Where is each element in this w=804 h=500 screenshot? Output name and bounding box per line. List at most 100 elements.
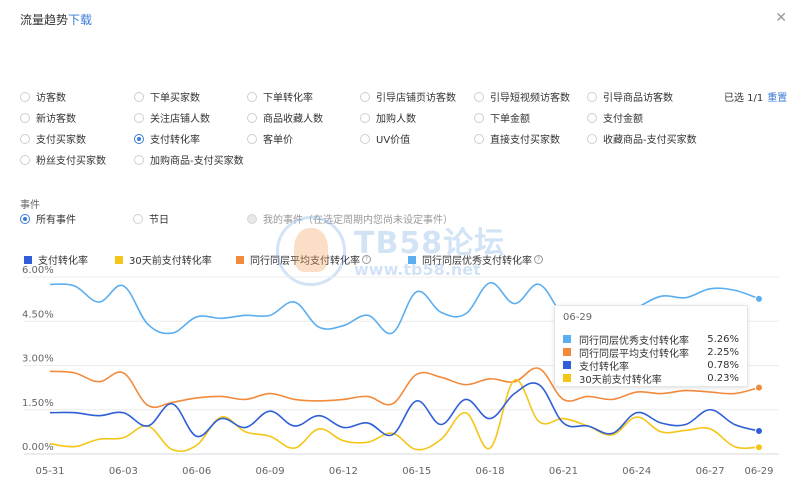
- radio-icon[interactable]: [134, 133, 144, 144]
- metric-label: 下单转化率: [263, 93, 313, 104]
- radio-icon[interactable]: [247, 91, 257, 102]
- metric-label: 访客数: [36, 93, 66, 104]
- radio-icon[interactable]: [20, 112, 30, 123]
- metric-label: 引导短视频访客数: [490, 93, 570, 104]
- radio-icon: [247, 213, 257, 224]
- metric-label: 新访客数: [36, 114, 76, 125]
- radio-icon[interactable]: [20, 213, 30, 224]
- radio-icon[interactable]: [20, 133, 30, 144]
- metric-option[interactable]: 加购商品-支付买家数: [134, 152, 244, 167]
- metric-option[interactable]: 下单转化率: [247, 89, 313, 104]
- radio-icon[interactable]: [134, 112, 144, 123]
- radio-icon[interactable]: [20, 154, 30, 165]
- metric-label: 加购商品-支付买家数: [150, 156, 244, 167]
- radio-icon[interactable]: [474, 133, 484, 144]
- panel-title: 流量趋势下载: [20, 11, 92, 28]
- metric-option[interactable]: UV价值: [360, 131, 410, 146]
- reset-button[interactable]: 重置: [767, 93, 788, 104]
- selection-info: 已选 1/1 重置: [724, 89, 787, 104]
- tooltip-swatch: [563, 361, 571, 369]
- legend-swatch: [236, 255, 244, 264]
- legend-label: 同行同层优秀支付转化率: [422, 256, 532, 267]
- radio-icon[interactable]: [587, 91, 597, 102]
- metric-option[interactable]: 支付转化率: [134, 131, 200, 146]
- radio-icon[interactable]: [360, 112, 370, 123]
- metric-option[interactable]: 新访客数: [20, 110, 76, 125]
- series-line: [49, 367, 760, 409]
- x-tick-label: 05-31: [35, 466, 64, 477]
- metric-option[interactable]: 支付金额: [587, 110, 643, 125]
- events-title: 事件: [20, 200, 40, 211]
- metric-label: 支付买家数: [36, 135, 86, 146]
- close-icon[interactable]: ✕: [775, 10, 787, 26]
- metric-label: 加购人数: [376, 114, 416, 125]
- radio-icon[interactable]: [587, 133, 597, 144]
- metric-option[interactable]: 下单金额: [474, 110, 530, 125]
- metric-label: 客单价: [263, 135, 293, 146]
- series-line: [49, 379, 760, 453]
- legend-item[interactable]: 30天前支付转化率: [115, 252, 212, 267]
- metric-label: 引导店铺页访客数: [376, 93, 456, 104]
- metric-label: UV价值: [376, 135, 411, 146]
- trend-chart[interactable]: 0.00% 1.50% 3.00% 4.50% 6.00% 05-31 06-03 06-06…: [0, 265, 804, 500]
- event-selector: 所有事件 节日 我的事件（在选定周期内您尚未设定事件）: [20, 211, 520, 226]
- metric-option[interactable]: 收藏商品-支付买家数: [587, 131, 697, 146]
- metric-option[interactable]: 支付买家数: [20, 131, 86, 146]
- metric-label: 支付转化率: [150, 135, 200, 146]
- help-icon[interactable]: ?: [362, 255, 371, 264]
- radio-icon[interactable]: [20, 91, 30, 102]
- tooltip-row: 30天前支付转化率 0.23%: [563, 372, 743, 386]
- event-label: 我的事件（在选定周期内您尚未设定事件）: [263, 215, 453, 226]
- tooltip-value: 0.23%: [707, 372, 739, 384]
- legend-swatch: [24, 255, 32, 264]
- event-option[interactable]: 节日: [133, 211, 169, 226]
- x-tick-label: 06-03: [109, 466, 138, 477]
- radio-icon[interactable]: [587, 112, 597, 123]
- radio-icon[interactable]: [360, 133, 370, 144]
- metric-option[interactable]: 客单价: [247, 131, 293, 146]
- metric-label: 粉丝支付买家数: [36, 156, 106, 167]
- radio-icon[interactable]: [474, 91, 484, 102]
- metric-option[interactable]: 粉丝支付买家数: [20, 152, 106, 167]
- legend-label: 支付转化率: [38, 256, 88, 267]
- metric-option[interactable]: 引导店铺页访客数: [360, 89, 456, 104]
- series-endpoint: [755, 443, 763, 452]
- metric-option[interactable]: 引导短视频访客数: [474, 89, 570, 104]
- radio-icon[interactable]: [474, 112, 484, 123]
- metric-option[interactable]: 下单买家数: [134, 89, 200, 104]
- radio-icon[interactable]: [247, 133, 257, 144]
- metric-selector: 访客数 下单买家数 下单转化率 引导店铺页访客数 引导短视频访客数 引导商品访客数新访客数…: [20, 89, 800, 169]
- legend-item[interactable]: 支付转化率: [24, 252, 88, 267]
- metric-option[interactable]: 直接支付买家数: [474, 131, 560, 146]
- radio-icon[interactable]: [133, 213, 143, 224]
- legend-item[interactable]: 同行同层平均支付转化率?: [236, 252, 371, 267]
- legend-item[interactable]: 同行同层优秀支付转化率?: [408, 252, 543, 267]
- metric-label: 收藏商品-支付买家数: [603, 135, 697, 146]
- tooltip-swatch: [563, 335, 571, 343]
- radio-icon[interactable]: [247, 112, 257, 123]
- series-endpoint: [755, 426, 763, 435]
- metric-option[interactable]: 商品收藏人数: [247, 110, 323, 125]
- metric-label: 下单金额: [490, 114, 530, 125]
- x-tick-label: 06-06: [182, 466, 211, 477]
- radio-icon[interactable]: [360, 91, 370, 102]
- metric-label: 下单买家数: [150, 93, 200, 104]
- metric-label: 支付金额: [603, 114, 643, 125]
- download-link[interactable]: 下载: [68, 13, 93, 27]
- x-tick-label: 06-18: [476, 466, 505, 477]
- metric-option[interactable]: 关注店铺人数: [134, 110, 210, 125]
- legend-label: 同行同层平均支付转化率: [250, 256, 360, 267]
- x-tick-label: 06-09: [256, 466, 285, 477]
- x-tick-label: 06-21: [549, 466, 578, 477]
- legend-swatch: [408, 255, 416, 264]
- chart-tooltip: 06-29 同行同层优秀支付转化率 5.26% 同行同层平均支付转化率 2.25% 支付…: [554, 305, 748, 387]
- metric-option[interactable]: 访客数: [20, 89, 66, 104]
- radio-icon[interactable]: [134, 154, 144, 165]
- event-option[interactable]: 所有事件: [20, 211, 76, 226]
- radio-icon[interactable]: [134, 91, 144, 102]
- metric-option[interactable]: 引导商品访客数: [587, 89, 673, 104]
- help-icon[interactable]: ?: [534, 255, 543, 264]
- metric-option[interactable]: 加购人数: [360, 110, 416, 125]
- x-tick-label: 06-27: [696, 466, 725, 477]
- chart-legend: 支付转化率 30天前支付转化率 同行同层平均支付转化率? 同行同层优秀支付转化率?: [24, 252, 544, 267]
